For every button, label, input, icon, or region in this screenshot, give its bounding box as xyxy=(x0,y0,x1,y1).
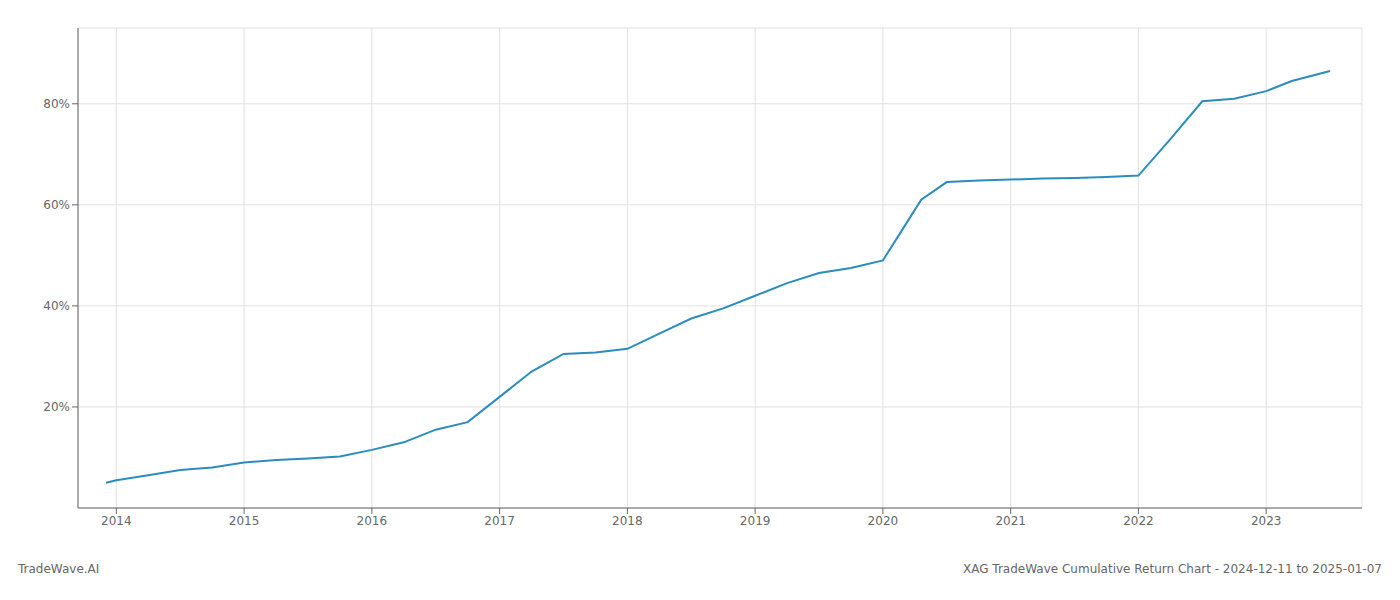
svg-text:60%: 60% xyxy=(43,198,70,212)
svg-text:2016: 2016 xyxy=(357,514,388,528)
svg-text:2015: 2015 xyxy=(229,514,260,528)
html-text:TradeWave.AI: TradeWave.AI xyxy=(18,562,100,576)
svg-text:2023: 2023 xyxy=(1251,514,1282,528)
html-text:XAG TradeWave Cumulative Retur: XAG TradeWave Cumulative Return Chart - … xyxy=(963,562,1382,576)
svg-text:2022: 2022 xyxy=(1123,514,1154,528)
svg-text:20%: 20% xyxy=(43,400,70,414)
svg-text:40%: 40% xyxy=(43,299,70,313)
svg-text:80%: 80% xyxy=(43,97,70,111)
svg-text:2017: 2017 xyxy=(484,514,515,528)
svg-text:2019: 2019 xyxy=(740,514,771,528)
svg-text:2021: 2021 xyxy=(995,514,1026,528)
svg-text:2018: 2018 xyxy=(612,514,643,528)
svg-text:2020: 2020 xyxy=(868,514,899,528)
svg-text:2014: 2014 xyxy=(101,514,132,528)
